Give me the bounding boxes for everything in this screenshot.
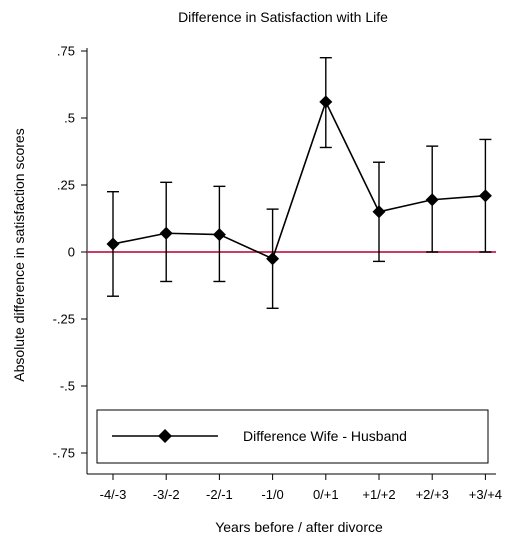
x-tick-label: -4/-3 [100,487,127,502]
y-tick-label: .75 [57,44,75,59]
y-tick-label: .5 [64,111,75,126]
x-tick-label: -1/0 [261,487,283,502]
data-point-marker [372,205,386,219]
y-axis-title: Absolute difference in satisfaction scor… [11,128,27,381]
data-point-marker [319,95,333,109]
data-point-marker [266,252,280,266]
x-tick-label: -3/-2 [153,487,180,502]
legend: Difference Wife - Husband [96,409,489,464]
y-tick-label: -.5 [60,379,75,394]
y-tick-label: -.25 [53,312,75,327]
chart-title: Difference in Satisfaction with Life [178,9,388,25]
y-tick-label: -.75 [53,446,75,461]
data-point-marker [106,237,120,251]
data-point-marker [159,226,173,240]
data-point-marker [478,189,492,203]
series-markers [106,95,492,266]
x-tick-label: +2/+3 [416,487,449,502]
data-point-marker [425,193,439,207]
x-tick-label: 0/+1 [313,487,339,502]
x-axis-ticks: -4/-3 -3/-2 -2/-1 -1/0 0/+1 +1/+2 +2/+3 +3/+4 [100,474,502,502]
x-tick-label: +1/+2 [362,487,395,502]
y-tick-label: 0 [68,245,75,260]
error-bars [107,57,492,309]
y-tick-label: .25 [57,178,75,193]
y-axis-ticks: .75 .5 .25 0 -.25 -.5 -.75 [53,44,87,461]
legend-label: Difference Wife - Husband [243,428,407,444]
x-tick-label: +3/+4 [469,487,502,502]
series-line [112,99,486,260]
x-tick-label: -2/-1 [206,487,233,502]
legend-marker-swatch [158,429,172,443]
x-axis-title: Years before / after divorce [215,519,383,535]
data-point-marker [212,228,226,242]
